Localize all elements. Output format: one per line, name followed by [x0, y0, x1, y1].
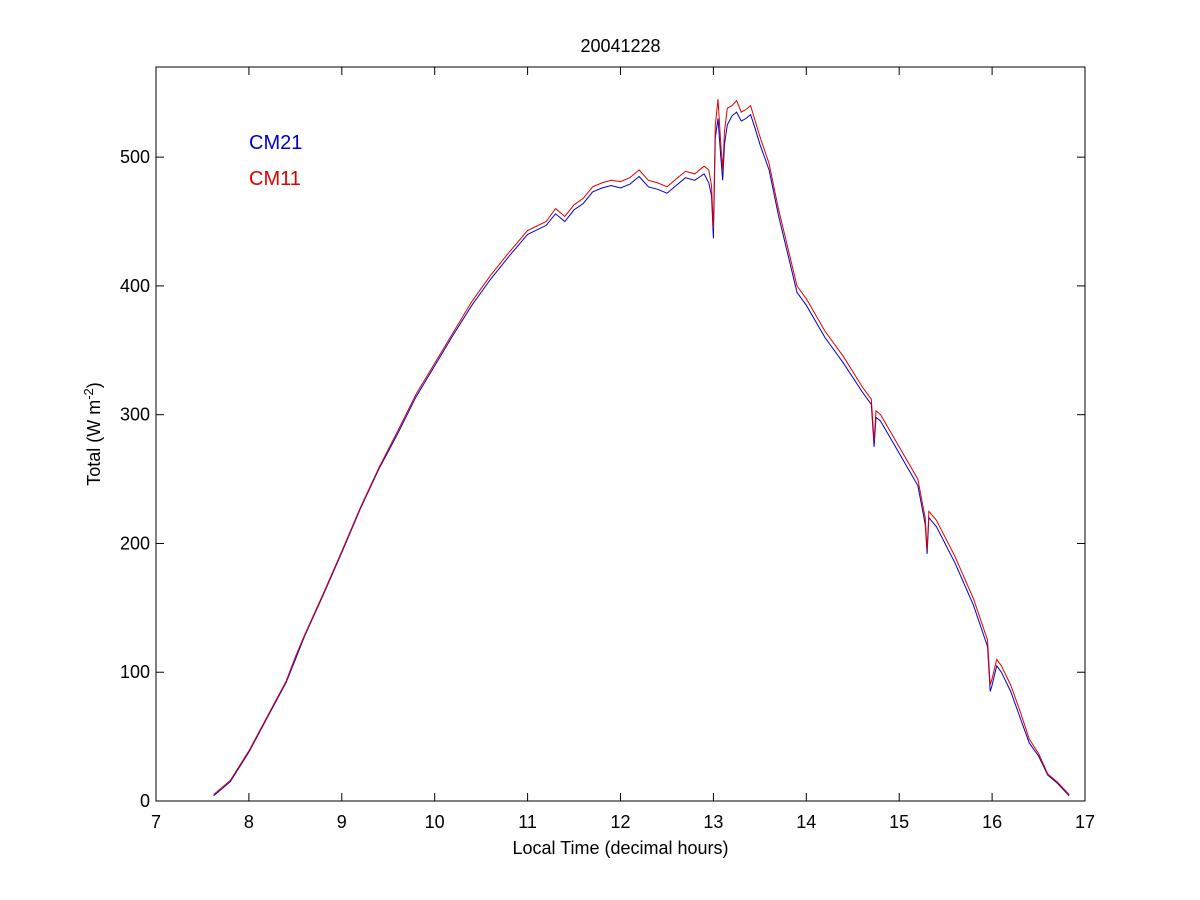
x-tick-label: 8 [244, 812, 254, 832]
x-tick-label: 16 [982, 812, 1002, 832]
y-tick-label: 500 [120, 147, 150, 167]
x-axis: 7 8 9 10 11 12 13 14 15 16 17 [151, 67, 1095, 832]
series-line-cm21 [213, 111, 1070, 797]
legend-entry-cm11: CM11 [249, 168, 301, 190]
y-tick-label: 300 [120, 405, 150, 425]
x-tick-label: 17 [1075, 812, 1095, 832]
y-axis-label-main: Total (W m [84, 400, 104, 486]
x-tick-label: 15 [889, 812, 909, 832]
legend: CM21 CM11 [249, 132, 302, 190]
y-axis-label-close: ) [84, 382, 104, 388]
x-tick-label: 7 [151, 812, 161, 832]
y-tick-label: 100 [120, 662, 150, 682]
x-axis-label: Local Time (decimal hours) [512, 838, 728, 858]
y-axis: 0 100 200 300 400 500 [120, 147, 1085, 811]
x-tick-label: 14 [796, 812, 816, 832]
plot-series-group [213, 99, 1070, 797]
y-tick-label: 0 [140, 791, 150, 811]
x-tick-label: 10 [425, 812, 445, 832]
y-axis-label-exponent: -2 [81, 388, 96, 400]
y-tick-label: 200 [120, 533, 150, 553]
x-tick-label: 13 [703, 812, 723, 832]
y-axis-label: Total (W m-2) [81, 382, 104, 486]
y-tick-label: 400 [120, 276, 150, 296]
series-line-cm11 [213, 99, 1070, 795]
chart-title: 20041228 [580, 36, 660, 56]
x-tick-label: 12 [610, 812, 630, 832]
x-tick-label: 9 [337, 812, 347, 832]
x-tick-label: 11 [518, 812, 537, 832]
legend-entry-cm21: CM21 [249, 132, 302, 154]
